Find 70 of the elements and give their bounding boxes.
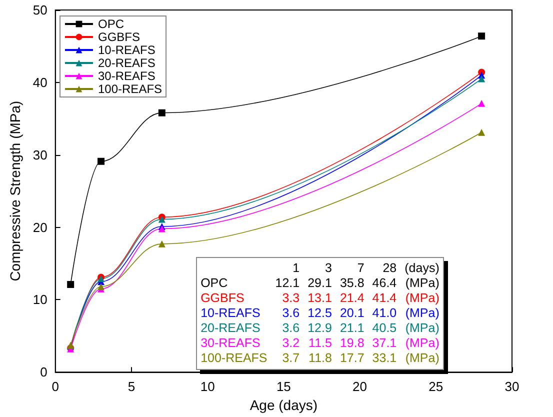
legend-label: OPC bbox=[98, 17, 124, 31]
y-axis-title: Compressive Strength (MPa) bbox=[7, 100, 23, 282]
annotation: 3.6 bbox=[281, 321, 300, 336]
annotation: (MPa) bbox=[404, 336, 440, 352]
annotation: 40.5 bbox=[371, 321, 397, 336]
legend-label: 100-REAFS bbox=[98, 82, 162, 96]
annotation: 41.0 bbox=[371, 306, 397, 322]
annotation: (MPa) bbox=[404, 306, 440, 322]
annotation: 12.5 bbox=[306, 306, 332, 322]
point bbox=[478, 75, 486, 82]
annotation: 21.4 bbox=[338, 291, 364, 306]
x-axis-title: Age (days) bbox=[250, 397, 318, 413]
annotation: (MPa) bbox=[404, 351, 440, 366]
legend-label: 30-REAFS bbox=[98, 69, 156, 83]
x-tick-label: 15 bbox=[276, 379, 291, 394]
point bbox=[478, 128, 486, 136]
point bbox=[67, 280, 74, 288]
y-tick-label: 10 bbox=[32, 292, 48, 308]
annotation: 21.1 bbox=[338, 321, 364, 336]
x-tick-label: 0 bbox=[52, 379, 59, 394]
annotation: 100-REAFS bbox=[200, 351, 268, 366]
y-tick-label: 50 bbox=[32, 2, 48, 18]
annotation: 12.1 bbox=[274, 276, 300, 292]
y-tick-label: 30 bbox=[32, 147, 48, 162]
annotation: 3.7 bbox=[281, 351, 300, 366]
annotation: 11.8 bbox=[308, 351, 332, 366]
annotation: (days) bbox=[404, 261, 440, 276]
annotation: OPC bbox=[200, 276, 229, 292]
x-tick-label: 10 bbox=[200, 379, 215, 394]
point bbox=[478, 100, 486, 107]
legend-label: 20-REAFS bbox=[98, 56, 156, 70]
x-tick-label: 25 bbox=[428, 379, 444, 394]
y-tick-label: 20 bbox=[32, 220, 48, 235]
legend-label: GGBFS bbox=[98, 30, 140, 44]
annotation: GGBFS bbox=[200, 291, 246, 306]
annotation: 20.1 bbox=[338, 306, 364, 322]
annotation: 37.1 bbox=[371, 336, 397, 352]
annotation: 30-REAFS bbox=[200, 336, 262, 352]
annotation: 29.1 bbox=[306, 276, 332, 292]
annotation: 12.9 bbox=[306, 321, 332, 336]
annotation: 11.5 bbox=[308, 336, 332, 352]
annotation: 35.8 bbox=[338, 276, 364, 292]
x-tick-label: 5 bbox=[128, 379, 136, 394]
point bbox=[98, 158, 105, 165]
annotation: 13.1 bbox=[306, 291, 332, 306]
annotation: 3.2 bbox=[281, 336, 300, 352]
point bbox=[478, 32, 486, 40]
annotation: 3.3 bbox=[281, 291, 300, 306]
y-tick-label: 0 bbox=[40, 364, 48, 380]
annotation: 10-REAFS bbox=[200, 306, 262, 322]
annotation: 19.8 bbox=[338, 336, 364, 352]
annotation: 3 bbox=[324, 261, 332, 276]
annotation: 20-REAFS bbox=[200, 321, 262, 336]
annotation: 33.1 bbox=[371, 351, 397, 366]
x-tick-label: 30 bbox=[504, 379, 520, 394]
point bbox=[158, 109, 166, 116]
annotation: 7 bbox=[356, 261, 364, 276]
annotation: 41.4 bbox=[371, 291, 397, 306]
annotation: (MPa) bbox=[404, 276, 440, 292]
annotation: 28 bbox=[382, 261, 397, 276]
annotation: 46.4 bbox=[371, 276, 397, 292]
annotation: 3.6 bbox=[281, 306, 300, 322]
annotation: 1 bbox=[292, 261, 300, 276]
x-tick-label: 20 bbox=[352, 379, 368, 394]
annotation: 17.7 bbox=[338, 351, 364, 366]
legend-label: 10-REAFS bbox=[98, 43, 156, 57]
annotation: (MPa) bbox=[404, 321, 440, 336]
point bbox=[158, 240, 166, 248]
annotation: (MPa) bbox=[404, 291, 440, 306]
y-tick-label: 40 bbox=[32, 74, 48, 90]
